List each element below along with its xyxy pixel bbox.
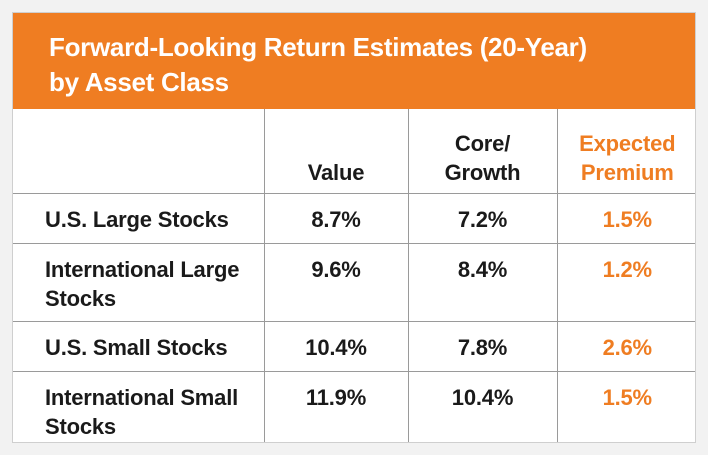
expected-premium-cell: 1.5% <box>556 370 695 442</box>
return-estimates-card: Forward-Looking Return Estimates (20-Yea… <box>12 12 696 443</box>
row-label: U.S. Small Stocks <box>13 320 265 372</box>
row-label-line1: International Large <box>45 256 240 282</box>
column-header-premium-line2: Premium <box>580 159 674 185</box>
core-growth-cell: 7.2% <box>407 192 558 244</box>
column-header-row: Value Core/ Growth Expected Premium <box>13 109 695 194</box>
return-estimates-table: Value Core/ Growth Expected Premium U.S.… <box>13 109 695 442</box>
row-label-line1: U.S. Large Stocks <box>45 206 229 232</box>
column-header-expected-premium: Expected Premium <box>556 109 695 194</box>
table-row: International Small Stocks 11.9% 10.4% 1… <box>13 370 695 442</box>
column-header-core-growth: Core/ Growth <box>407 109 558 194</box>
expected-premium-cell: 2.6% <box>556 320 695 372</box>
row-label-line1: International Small <box>45 384 239 410</box>
title-line-1: Forward-Looking Return Estimates (20-Yea… <box>49 32 587 62</box>
row-label: International Small Stocks <box>13 370 265 442</box>
value-cell: 10.4% <box>263 320 409 372</box>
core-growth-cell: 10.4% <box>407 370 558 442</box>
table-row: International Large Stocks 9.6% 8.4% 1.2… <box>13 242 695 322</box>
expected-premium-cell: 1.2% <box>556 242 695 322</box>
core-growth-cell: 7.8% <box>407 320 558 372</box>
row-label-line2: Stocks <box>45 413 116 439</box>
table-header-banner: Forward-Looking Return Estimates (20-Yea… <box>13 13 695 109</box>
table-row: U.S. Small Stocks 10.4% 7.8% 2.6% <box>13 320 695 372</box>
column-header-core-line2: Growth <box>444 159 521 185</box>
expected-premium-cell: 1.5% <box>556 192 695 244</box>
value-cell: 8.7% <box>263 192 409 244</box>
core-growth-cell: 8.4% <box>407 242 558 322</box>
column-header-value: Value <box>263 109 409 194</box>
column-header-value-label: Value <box>307 159 365 185</box>
row-label: International Large Stocks <box>13 242 265 322</box>
column-header-core-line1: Core/ <box>454 130 511 156</box>
title-line-2: by Asset Class <box>49 67 229 97</box>
value-cell: 11.9% <box>263 370 409 442</box>
table-row: U.S. Large Stocks 8.7% 7.2% 1.5% <box>13 192 695 244</box>
row-label: U.S. Large Stocks <box>13 192 265 244</box>
value-cell: 9.6% <box>263 242 409 322</box>
column-header-asset-class <box>13 109 265 194</box>
column-header-premium-line1: Expected <box>579 130 676 156</box>
row-label-line2: Stocks <box>45 285 116 311</box>
row-label-line1: U.S. Small Stocks <box>45 334 228 360</box>
